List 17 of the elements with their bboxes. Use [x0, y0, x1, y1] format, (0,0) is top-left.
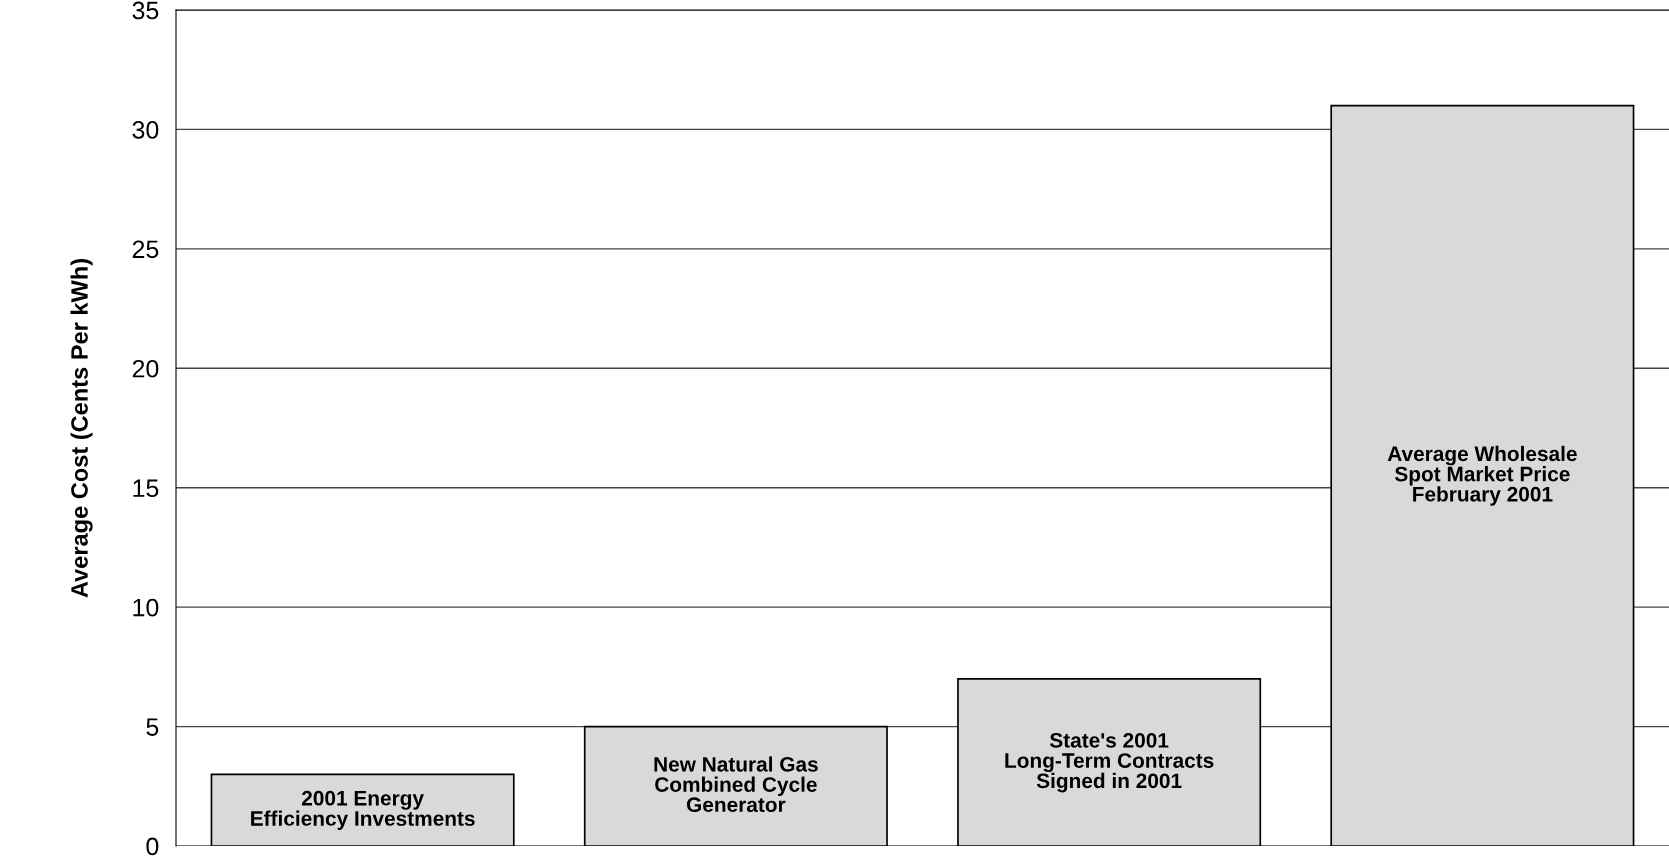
y-axis-title: Average Cost (Cents Per kWh)	[70, 259, 93, 598]
y-tick-label: 30	[132, 121, 159, 139]
x-tick-label: New Natural Gas Combined Cycle Generator	[654, 756, 818, 813]
bar	[1330, 104, 1635, 846]
y-tick-label: 20	[132, 359, 159, 378]
bar	[957, 677, 1262, 846]
bar	[210, 773, 515, 846]
x-tick-label: State's 2001 Long-Term Contracts Signed in 2001	[1005, 732, 1214, 793]
bar	[583, 725, 888, 846]
x-tick-label: 2001 Energy Efficiency Investments	[251, 790, 475, 830]
y-tick-label: 25	[132, 240, 159, 259]
y-tick-label: 0	[146, 837, 159, 856]
x-tick-label: Average Wholesale Spot Market Price February 2001	[1387, 445, 1577, 506]
y-tick-label: 15	[133, 479, 159, 498]
y-tick-label: 5	[146, 718, 159, 736]
y-tick-label: 10	[133, 598, 159, 617]
y-tick-label: 35	[132, 1, 159, 20]
